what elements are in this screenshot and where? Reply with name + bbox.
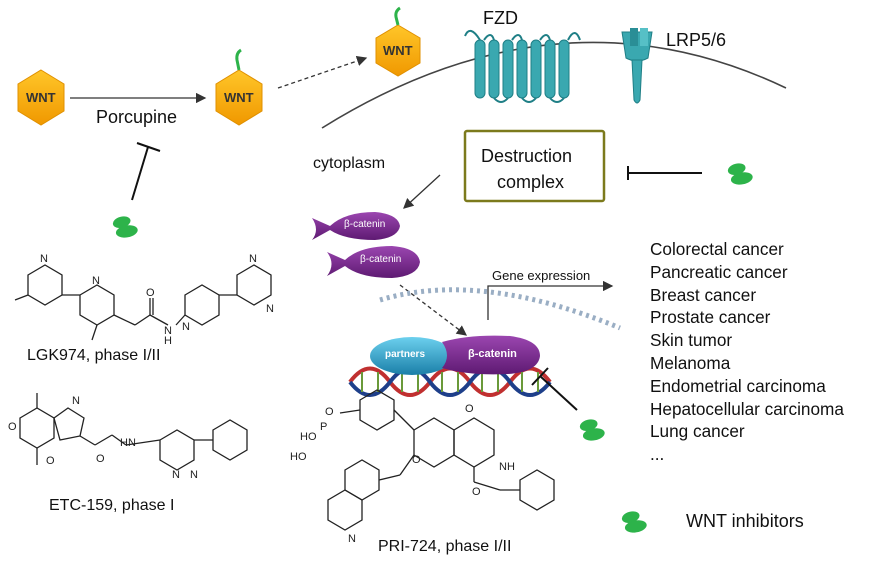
- wnt-inhibitor-icon: [578, 417, 606, 443]
- drug-label-etc159: ETC-159, phase I: [49, 497, 175, 514]
- svg-text:N: N: [172, 469, 180, 481]
- svg-text:NH: NH: [499, 461, 515, 473]
- svg-text:N: N: [249, 253, 257, 265]
- svg-text:O: O: [8, 421, 17, 433]
- svg-text:N: N: [266, 303, 274, 315]
- svg-text:HO: HO: [290, 451, 307, 463]
- beta-catenin-shape-3: [442, 335, 540, 375]
- gene-expression-label: Gene expression: [492, 268, 591, 283]
- svg-text:P: P: [320, 421, 327, 433]
- beta-catenin-shape-2: [327, 246, 420, 278]
- cancer-item: Endometrial carcinoma: [650, 375, 826, 396]
- svg-text:O: O: [325, 406, 334, 418]
- destruction-complex-label-line2: complex: [497, 172, 565, 192]
- cancer-item: Skin tumor: [650, 330, 733, 351]
- partners-shape: [370, 337, 454, 375]
- svg-text:O: O: [412, 454, 421, 466]
- cytoplasm-label: cytoplasm: [313, 155, 386, 172]
- wnt-inhibitor-icon: [726, 161, 754, 187]
- wnt-hexagon-unmodified: [17, 69, 65, 126]
- svg-text:O: O: [472, 486, 481, 498]
- beta-catenin-label-2: β-catenin: [360, 254, 402, 265]
- cancer-item: Breast cancer: [650, 284, 757, 305]
- wnt-hexagon-secreted: [375, 24, 421, 77]
- secretion-arrow: [277, 56, 368, 89]
- svg-text:H: H: [164, 335, 172, 347]
- svg-text:N: N: [348, 533, 356, 545]
- wnt-hexagon-palmitoylated: [215, 69, 263, 126]
- beta-catenin-label-1: β-catenin: [344, 219, 386, 230]
- etc159-structure: [19, 393, 248, 471]
- cell-membrane: [321, 41, 787, 129]
- fzd-receptor: [474, 39, 570, 99]
- cancer-item: Colorectal cancer: [650, 239, 784, 259]
- beta-catenin-shape-1: [312, 212, 400, 240]
- svg-text:N: N: [164, 325, 172, 337]
- wnt-label-1: WNT: [26, 90, 56, 105]
- drug-label-lgk974: LGK974, phase I/II: [27, 347, 161, 364]
- svg-text:O: O: [146, 287, 155, 299]
- destruction-complex-box: [463, 129, 606, 203]
- wnt-inhibitors-legend-label: WNT inhibitors: [686, 511, 804, 531]
- destruction-complex-label-line1: Destruction: [481, 146, 573, 166]
- svg-text:O: O: [465, 403, 474, 415]
- svg-text:N: N: [190, 469, 198, 481]
- cancer-item: Melanoma: [650, 352, 731, 373]
- svg-text:N: N: [72, 395, 80, 407]
- svg-text:HN: HN: [120, 437, 136, 449]
- lgk974-structure: [14, 264, 272, 341]
- porcupine-label: Porcupine: [96, 107, 178, 127]
- wnt-label-3: WNT: [383, 43, 413, 58]
- drug-label-pri724: PRI-724, phase I/II: [378, 538, 512, 555]
- beta-catenin-label-3: β-catenin: [468, 348, 517, 360]
- svg-text:N: N: [92, 275, 100, 287]
- wnt-inhibitor-icon: [111, 214, 139, 240]
- cancer-item: Pancreatic cancer: [650, 261, 788, 282]
- svg-text:N: N: [40, 253, 48, 265]
- svg-text:N: N: [182, 321, 190, 333]
- svg-text:HO: HO: [300, 431, 317, 443]
- lrp-label: LRP5/6: [666, 30, 727, 50]
- wnt-label-2: WNT: [224, 90, 254, 105]
- svg-text:O: O: [96, 453, 105, 465]
- cancer-item: ...: [650, 444, 665, 465]
- cancer-item: Hepatocellular carcinoma: [650, 398, 844, 419]
- svg-text:O: O: [46, 455, 55, 467]
- cancer-item: Prostate cancer: [650, 307, 771, 328]
- pri724-structure: [327, 389, 555, 531]
- legend-inhibitor-icon: [620, 509, 648, 535]
- cancer-list: Colorectal cancer Pancreatic cancer Brea…: [650, 238, 844, 466]
- chromatin-fiber: [379, 287, 621, 331]
- lrp-receptor: [621, 28, 653, 104]
- fzd-label: FZD: [483, 8, 518, 28]
- partners-label: partners: [385, 349, 426, 360]
- cancer-item: Lung cancer: [650, 421, 745, 442]
